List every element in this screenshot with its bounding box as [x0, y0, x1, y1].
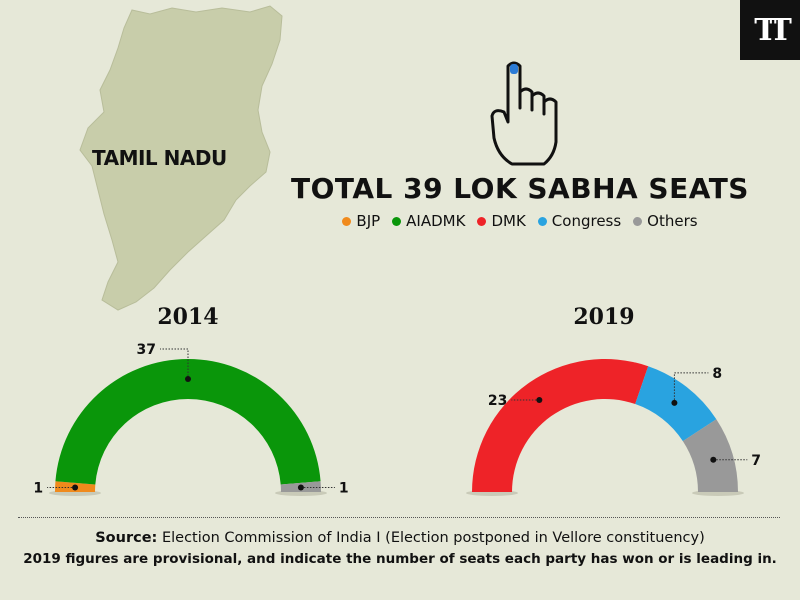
divider	[18, 517, 780, 518]
label-leader-line	[160, 348, 189, 379]
legend-item-congress: Congress	[537, 212, 622, 230]
legend-swatch	[342, 216, 352, 226]
chart-2014: 1 37 1	[33, 342, 348, 496]
label-marker-dot	[72, 484, 79, 491]
source-text: Election Commission of India I (Election…	[161, 530, 705, 546]
logo: TT	[740, 0, 800, 60]
label-marker-dot	[297, 484, 304, 491]
chart-title-2019: 2019	[573, 304, 635, 330]
label-marker-dot	[536, 397, 543, 404]
legend-item-others: Others	[633, 212, 698, 230]
semicircle-charts: 1 37 1 23 8 7	[33, 342, 761, 496]
data-label-aiadmk: 37	[137, 342, 156, 358]
tamil-nadu-map	[79, 5, 283, 311]
source-line: Source: Election Commission of India I (…	[0, 530, 800, 546]
legend-swatch	[537, 216, 547, 226]
legend-item-dmk: DMK	[477, 212, 526, 230]
footnote: 2019 figures are provisional, and indica…	[23, 551, 777, 567]
label-leader-line	[673, 372, 709, 403]
slice-dmk	[472, 359, 649, 492]
legend-label: DMK	[491, 212, 526, 230]
data-label-others: 1	[339, 480, 349, 496]
label-marker-dot	[710, 456, 717, 463]
data-label-others: 7	[751, 453, 761, 469]
chart-title-2014: 2014	[157, 304, 219, 330]
chart-title: TOTAL 39 LOK SABHA SEATS	[291, 172, 749, 205]
source-label: Source:	[95, 530, 158, 546]
legend: BJP AIADMK DMK Congress Others	[240, 212, 800, 230]
chart-2019: 23 8 7	[466, 359, 761, 496]
state-label: TAMIL NADU	[92, 146, 227, 170]
label-marker-dot	[185, 376, 191, 382]
legend-swatch	[477, 216, 487, 226]
legend-label: BJP	[356, 212, 381, 230]
data-label-congress: 8	[712, 366, 722, 382]
data-label-bjp: 1	[33, 480, 43, 496]
label-marker-dot	[671, 399, 678, 406]
legend-item-bjp: BJP	[342, 212, 380, 230]
data-label-dmk: 23	[488, 393, 507, 409]
legend-swatch	[633, 216, 643, 226]
legend-label: Congress	[551, 212, 622, 230]
voting-hand-icon	[490, 61, 558, 166]
legend-label: Others	[647, 212, 698, 230]
slice-aiadmk	[55, 359, 321, 485]
legend-label: AIADMK	[406, 212, 466, 230]
legend-swatch	[392, 216, 402, 226]
legend-item-aiadmk: AIADMK	[392, 212, 465, 230]
slice-others	[682, 419, 738, 492]
